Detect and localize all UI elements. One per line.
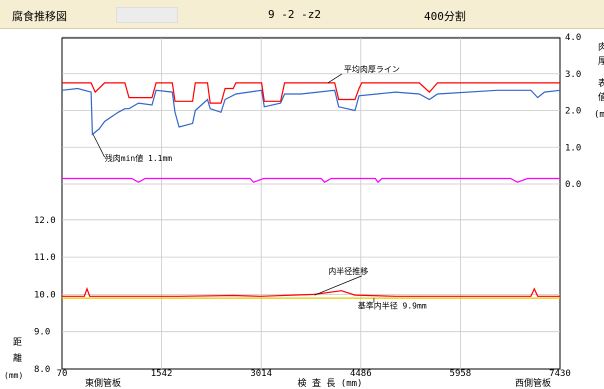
x-tick-label: 3014 <box>250 369 272 379</box>
header-bar: 腐食推移図 9 -2 -z2 400分割 <box>0 0 604 29</box>
y-axis-label-left: 距 <box>13 337 22 348</box>
y-axis-label-right: 表 <box>598 77 604 89</box>
annotation-reference-radius: 基準内半径 9.9mm <box>358 301 427 311</box>
y-tick-label-right: 4.0 <box>565 33 581 43</box>
window-title: 腐食推移図 <box>12 10 67 23</box>
y-tick-label-right: 2.0 <box>565 107 581 117</box>
y-axis-label-left: 離 <box>13 352 22 364</box>
y-tick-label-right: 3.0 <box>565 70 581 80</box>
x-end-label-east: 東側管板 <box>85 377 121 389</box>
y-tick-label-left: 8.0 <box>34 365 50 375</box>
plot-frame <box>61 37 561 370</box>
y-tick-label-right: 1.0 <box>565 143 581 153</box>
annotation-leader-radius <box>314 275 362 296</box>
annotation-min-thickness: 残肉min値 1.1mm <box>105 153 173 163</box>
x-tick-label: 4486 <box>350 369 372 379</box>
y-tick-label-left: 12.0 <box>34 216 56 226</box>
y-tick-label-right: 0.0 <box>565 180 581 190</box>
series-line-blue <box>61 87 561 136</box>
series-line-average <box>62 82 560 104</box>
y-tick-label-left: 10.0 <box>34 290 56 300</box>
series-line-inner-radius <box>62 287 560 297</box>
annotation-leader-min <box>92 134 105 158</box>
x-tick-label: 70 <box>57 369 68 379</box>
annotation-leader-average <box>327 73 343 84</box>
series-line-magenta <box>62 177 560 184</box>
division-count: 400分割 <box>424 10 466 23</box>
y-axis-label-right: 値 <box>598 91 604 103</box>
annotation-inner-radius: 内半径推移 <box>328 266 368 276</box>
annotation-average-line: 平均肉厚ライン <box>344 64 400 74</box>
x-tick-label: 1542 <box>151 369 173 379</box>
y-axis-label-left: (mm) <box>4 371 23 380</box>
blank-field <box>116 7 178 23</box>
y-axis-label-right: (m <box>594 110 604 120</box>
pipe-code: 9 -2 -z2 <box>268 8 321 21</box>
x-tick-label: 7430 <box>549 369 571 379</box>
x-end-label-west: 西側管板 <box>515 377 551 389</box>
y-axis-label-right: 肉 <box>598 41 604 53</box>
y-axis-label-right: 厚 <box>598 56 604 67</box>
x-tick-label: 5958 <box>450 369 472 379</box>
y-tick-label-left: 9.0 <box>34 328 50 338</box>
x-axis-label: 検 査 長 (mm) <box>298 377 363 389</box>
y-tick-label-left: 11.0 <box>34 253 56 263</box>
